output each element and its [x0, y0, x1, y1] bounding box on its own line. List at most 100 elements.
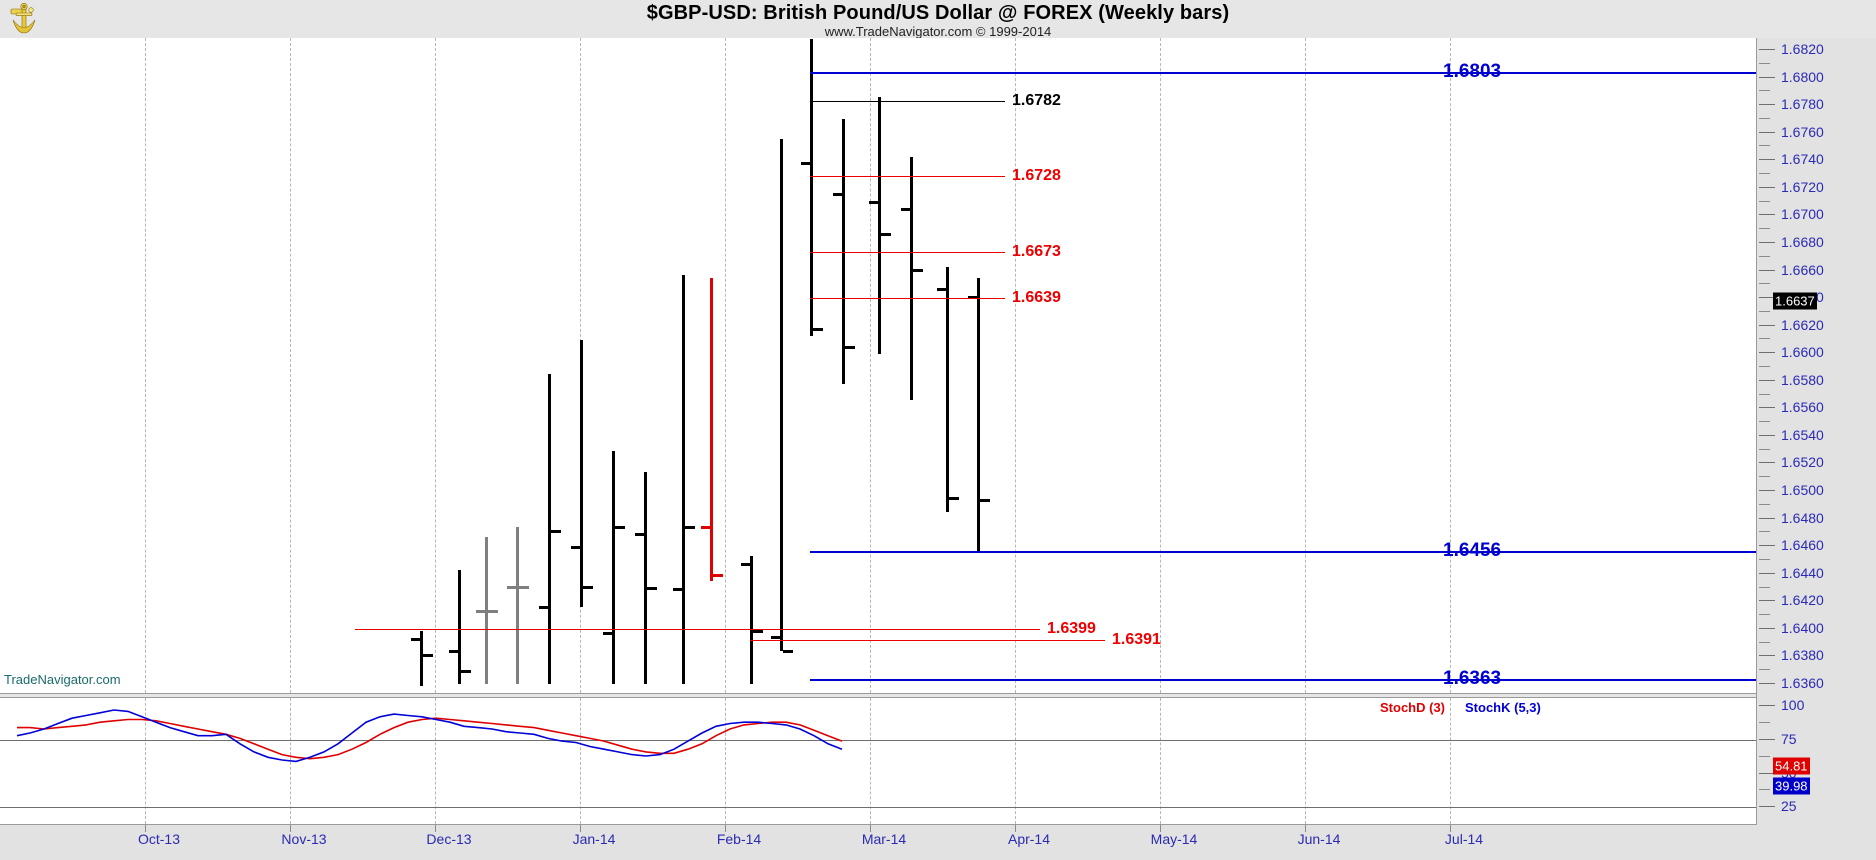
price-axis-label: 1.6800: [1781, 68, 1824, 85]
price-axis-label: 1.6660: [1781, 261, 1824, 278]
last-price-tag: 1.6637: [1773, 292, 1817, 310]
indicator-axis-minor-tick: [1759, 721, 1770, 723]
date-tick: [145, 825, 146, 832]
ohlc-bar[interactable]: [780, 138, 783, 652]
ohlc-bar[interactable]: [548, 374, 551, 685]
ohlc-open-tick: [476, 610, 486, 614]
ohlc-open-tick: [673, 588, 683, 592]
ohlc-bar[interactable]: [946, 266, 949, 513]
ohlc-open-tick: [869, 201, 879, 204]
price-axis-tick: [1759, 241, 1775, 243]
month-gridline: [435, 38, 436, 693]
resistance-1.6803-line[interactable]: [810, 72, 1756, 75]
ohlc-close-tick: [713, 574, 723, 578]
date-tick: [290, 825, 291, 832]
ohlc-close-tick: [913, 268, 923, 272]
price-axis-tick: [1759, 572, 1775, 574]
price-axis-label: 1.6400: [1781, 619, 1824, 636]
price-axis-minor-tick: [1759, 586, 1770, 588]
swing-high-1.6782-line[interactable]: [810, 101, 1005, 103]
ohlc-bar[interactable]: [516, 527, 519, 685]
support-1.6363-line[interactable]: [810, 678, 1756, 681]
price-axis-label: 1.6560: [1781, 399, 1824, 416]
price-axis[interactable]: 1.6820 1.6800 1.6780 1.6760 1.6740 1.6720 1.67…: [1756, 38, 1876, 825]
date-axis[interactable]: Oct-13 Nov-13 Dec-13 Jan-14 Feb-14 Mar-14 Apr-…: [0, 825, 1876, 860]
ohlc-bar[interactable]: [810, 39, 813, 336]
price-axis-tick: [1759, 104, 1775, 106]
stochk-value-tag: 39.98: [1773, 777, 1810, 795]
ohlc-open-tick: [539, 606, 549, 610]
ohlc-bar[interactable]: [612, 451, 615, 685]
date-tick: [435, 825, 436, 832]
ohlc-open-tick: [901, 207, 911, 211]
month-gridline: [725, 698, 726, 824]
pivot-1.6399-label: 1.6399: [1047, 620, 1096, 638]
price-axis-tick: [1759, 49, 1775, 51]
ohlc-bar[interactable]: [750, 556, 753, 685]
month-gridline: [1160, 698, 1161, 824]
anchor-logo-icon: [8, 2, 42, 34]
price-axis-label: 1.6700: [1781, 206, 1824, 223]
pivot-1.6391-line[interactable]: [750, 640, 1105, 642]
price-axis-label: 1.6480: [1781, 509, 1824, 526]
price-axis-label: 1.6720: [1781, 178, 1824, 195]
support-1.6363-label: 1.6363: [1443, 667, 1502, 689]
stochastic-indicator-pane[interactable]: StochD (3) StochK (5,3): [0, 697, 1756, 825]
indicator-axis-tick: [1759, 806, 1775, 808]
ohlc-bar[interactable]: [644, 472, 647, 685]
price-axis-minor-tick: [1759, 448, 1770, 450]
ohlc-bar[interactable]: [910, 156, 913, 401]
ohlc-open-tick: [741, 563, 751, 567]
ohlc-open-tick: [603, 632, 613, 636]
ohlc-bar[interactable]: [878, 97, 881, 354]
ohlc-bar[interactable]: [710, 277, 713, 581]
ohlc-bar[interactable]: [458, 569, 461, 685]
month-gridline: [1160, 38, 1161, 693]
retrace-1.6639-line[interactable]: [810, 298, 1005, 300]
price-chart-pane[interactable]: 1.6803 1.6782 1.6728 1.6673 1.6639 1.6456 1.63…: [0, 38, 1756, 694]
price-axis-label: 1.6820: [1781, 41, 1824, 58]
month-gridline: [1015, 698, 1016, 824]
price-axis-tick: [1759, 655, 1775, 657]
date-tick: [725, 825, 726, 832]
price-axis-tick: [1759, 352, 1775, 354]
retrace-1.6639-label: 1.6639: [1012, 289, 1061, 307]
support-1.6456-line[interactable]: [810, 550, 1756, 553]
price-axis-minor-tick: [1759, 338, 1770, 340]
price-axis-tick: [1759, 297, 1775, 299]
date-tick: [870, 825, 871, 832]
month-gridline: [725, 38, 726, 693]
date-tick: [1450, 825, 1451, 832]
pivot-1.6399-line[interactable]: [355, 629, 1040, 631]
price-axis-label: 1.6680: [1781, 233, 1824, 250]
retrace-1.6728-line[interactable]: [810, 175, 1005, 177]
ohlc-bar[interactable]: [682, 275, 685, 685]
resistance-1.6803-label: 1.6803: [1443, 61, 1502, 83]
ohlc-bar[interactable]: [842, 119, 845, 384]
ohlc-bar[interactable]: [485, 536, 488, 685]
ohlc-bar[interactable]: [977, 277, 980, 551]
retrace-1.6673-line[interactable]: [810, 251, 1005, 253]
retrace-1.6728-label: 1.6728: [1012, 166, 1061, 184]
indicator-axis-tick: [1759, 772, 1775, 774]
date-axis-label: May-14: [1150, 831, 1198, 847]
date-axis-label: Feb-14: [716, 831, 762, 847]
ohlc-bar[interactable]: [580, 339, 583, 608]
ohlc-close-tick: [647, 586, 657, 590]
month-gridline: [580, 698, 581, 824]
ohlc-open-tick: [411, 637, 421, 641]
price-axis-label: 1.6420: [1781, 592, 1824, 609]
price-axis-tick: [1759, 76, 1775, 78]
price-axis-minor-tick: [1759, 228, 1770, 230]
ohlc-open-tick: [937, 287, 947, 291]
price-axis-tick: [1759, 186, 1775, 188]
date-axis-label: Mar-14: [861, 831, 907, 847]
ohlc-bar[interactable]: [420, 630, 423, 686]
date-axis-label: Jun-14: [1297, 831, 1341, 847]
date-axis-label: Jul-14: [1444, 831, 1484, 847]
date-axis-label: Oct-13: [137, 831, 181, 847]
tradenavigator-watermark: TradeNavigator.com: [4, 672, 121, 687]
date-tick: [1160, 825, 1161, 832]
price-axis-minor-tick: [1759, 614, 1770, 616]
ohlc-close-tick: [845, 345, 855, 349]
